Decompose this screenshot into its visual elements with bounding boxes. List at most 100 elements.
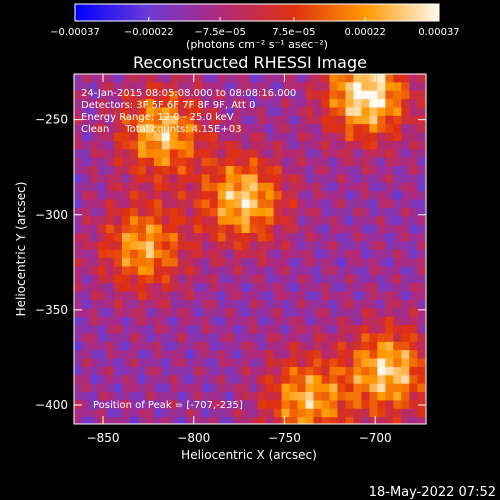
heatmap-cell (105, 400, 115, 410)
heatmap-cell (393, 400, 402, 410)
heatmap-cell (161, 182, 171, 192)
heatmap-cell (329, 90, 339, 100)
heatmap-cell (345, 358, 355, 368)
heatmap-cell (321, 299, 331, 309)
heatmap-cell (121, 249, 131, 259)
heatmap-cell (305, 366, 315, 376)
heatmap-cell (273, 182, 283, 192)
heatmap-cell (337, 274, 347, 284)
heatmap-cell (425, 216, 426, 226)
heatmap-cell (233, 182, 243, 192)
heatmap-cell (201, 166, 211, 176)
heatmap-cell (433, 384, 442, 393)
heatmap-cell (401, 124, 410, 134)
heatmap-cell (193, 149, 203, 159)
heatmap-cell (257, 258, 267, 268)
heatmap-cell (321, 283, 331, 293)
heatmap-cell (433, 241, 442, 250)
heatmap-cell (353, 274, 363, 284)
heatmap-cell (113, 408, 123, 418)
heatmap-cell (89, 182, 99, 192)
heatmap-cell (209, 157, 219, 167)
heatmap-cell (425, 333, 426, 343)
heatmap-cell (369, 107, 378, 117)
heatmap-cell (361, 107, 370, 117)
heatmap-cell (281, 341, 291, 351)
heatmap-cell (353, 316, 363, 326)
heatmap-cell (257, 333, 267, 343)
heatmap-cell (361, 241, 370, 251)
heatmap-cell (361, 258, 370, 268)
heatmap-cell (81, 132, 91, 142)
heatmap-cell (169, 258, 179, 268)
heatmap-cell (153, 82, 163, 92)
heatmap-cell (233, 358, 243, 368)
heatmap-cell (305, 132, 315, 142)
heatmap-cell (273, 341, 283, 351)
heatmap-cell (409, 157, 418, 167)
heatmap-cell (321, 426, 330, 435)
heatmap-cell (225, 107, 235, 117)
heatmap-cell (225, 74, 235, 83)
heatmap-cell (249, 166, 259, 176)
heatmap-cell (305, 266, 315, 276)
heatmap-cell (289, 274, 299, 284)
heatmap-cell (313, 107, 323, 117)
heatmap-cell (97, 274, 107, 284)
heatmap-cell (393, 291, 402, 301)
heatmap-cell (177, 149, 187, 159)
heatmap-cell (201, 191, 211, 201)
heatmap-cell (401, 383, 410, 393)
heatmap-cell (321, 366, 331, 376)
heatmap-cell (74, 99, 83, 109)
heatmap-cell (409, 224, 418, 234)
heatmap-cell (105, 274, 115, 284)
heatmap-cell (81, 82, 91, 92)
heatmap-cell (377, 90, 386, 100)
heatmap-cell (345, 400, 355, 410)
heatmap-cell (305, 333, 315, 343)
heatmap-cell (113, 182, 123, 192)
heatmap-cell (393, 408, 402, 418)
heatmap-cell (233, 291, 243, 301)
heatmap-cell (401, 157, 410, 167)
heatmap-cell (121, 191, 131, 201)
heatmap-cell (409, 107, 418, 117)
colorbar-tick-label: 0.00022 (345, 27, 386, 38)
heatmap-cell (409, 350, 418, 360)
heatmap-cell (161, 283, 171, 293)
heatmap-cell (361, 124, 370, 134)
heatmap-cell (257, 82, 267, 92)
heatmap-cell (129, 400, 139, 410)
heatmap-cell (385, 308, 394, 318)
heatmap-cell (74, 392, 83, 402)
heatmap-cell (281, 333, 291, 343)
heatmap-cell (129, 366, 139, 376)
heatmap-cell (137, 207, 147, 217)
heatmap-cell (81, 266, 91, 276)
heatmap-cell (217, 124, 227, 134)
heatmap-cell (281, 216, 291, 226)
heatmap-cell (217, 216, 227, 226)
heatmap-cell (249, 74, 259, 83)
heatmap-cell (169, 325, 179, 335)
heatmap-cell (353, 358, 363, 368)
heatmap-cell (97, 299, 107, 309)
heatmap-cell (361, 274, 370, 284)
heatmap-cell (321, 149, 331, 159)
heatmap-cell (305, 283, 315, 293)
heatmap-cell (385, 392, 394, 402)
heatmap-cell (393, 233, 402, 242)
heatmap-cell (81, 366, 91, 376)
heatmap-cell (217, 266, 227, 276)
heatmap-cell (409, 199, 418, 209)
heatmap-cell (185, 99, 195, 109)
heatmap-cell (209, 408, 219, 418)
heatmap-cell (361, 366, 370, 376)
heatmap-cell (177, 140, 187, 150)
heatmap-cell (313, 249, 323, 259)
heatmap-cell (329, 316, 339, 326)
heatmap-cell (281, 274, 291, 284)
heatmap-cell (145, 115, 155, 125)
heatmap-cell (74, 132, 83, 142)
